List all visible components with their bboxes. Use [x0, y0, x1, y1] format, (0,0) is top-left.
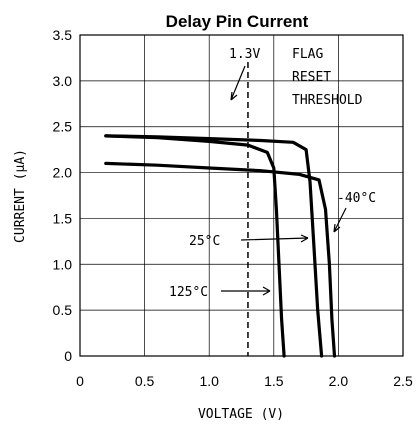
- annotation-minus40c: -40°C: [337, 191, 376, 206]
- y-tick-label: 1.0: [53, 256, 73, 272]
- y-tick-label: 2.5: [53, 119, 73, 135]
- y-tick-label: 3.0: [53, 73, 73, 89]
- 25c-arrow: [240, 234, 309, 243]
- series: [104, 134, 337, 358]
- y-axis-ticks: 0 0.5 1.0 1.5 2.0 2.5 3.0 3.5: [53, 27, 73, 364]
- x-tick-label: 2.0: [329, 373, 349, 389]
- chart-title: Delay Pin Current: [166, 12, 309, 31]
- x-tick-label: 0.5: [135, 373, 155, 389]
- annotation-flag: FLAG: [292, 47, 323, 62]
- minus40c-arrow: [333, 207, 347, 233]
- series-line: [104, 134, 324, 358]
- annotation-25c: 25°C: [189, 234, 220, 249]
- reference-label: 1.3V: [229, 47, 260, 62]
- series-line: [104, 161, 337, 358]
- series-line: [104, 134, 286, 358]
- y-tick-label: 0: [64, 348, 72, 364]
- y-tick-label: 1.5: [53, 210, 73, 226]
- annotation-threshold: THRESHOLD: [292, 93, 363, 108]
- x-tick-label: 1.5: [264, 373, 284, 389]
- x-axis-label: VOLTAGE (V): [198, 407, 284, 422]
- annotation-reset: RESET: [292, 70, 331, 85]
- 125c-arrow: [221, 286, 271, 296]
- x-axis-ticks: 0 0.5 1.0 1.5 2.0 2.5: [76, 373, 413, 389]
- y-tick-label: 3.5: [53, 27, 73, 43]
- y-tick-label: 2.0: [53, 165, 73, 181]
- x-tick-label: 0: [76, 373, 84, 389]
- y-axis-label: CURRENT (μA): [13, 149, 28, 243]
- annotation-125c: 125°C: [169, 285, 208, 300]
- x-tick-label: 2.5: [393, 373, 413, 389]
- reference-arrow: [230, 65, 246, 101]
- y-tick-label: 0.5: [53, 302, 73, 318]
- plot-frame: [79, 34, 404, 357]
- x-tick-label: 1.0: [199, 373, 219, 389]
